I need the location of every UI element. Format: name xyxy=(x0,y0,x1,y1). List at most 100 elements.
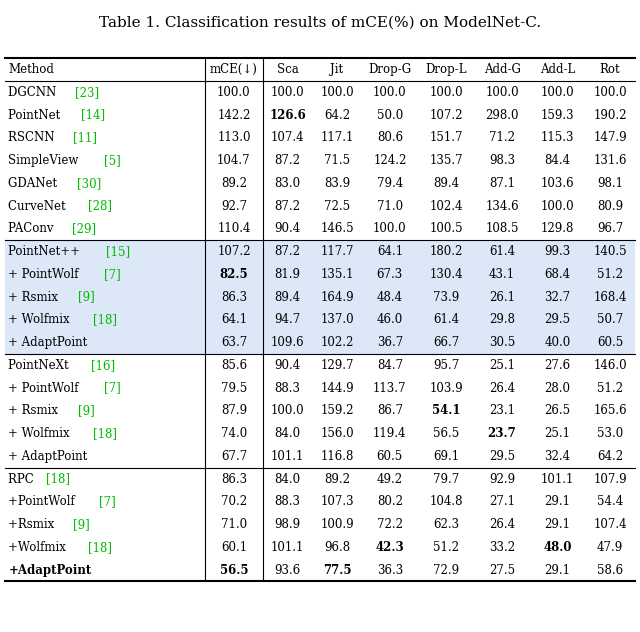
Text: 117.7: 117.7 xyxy=(320,245,354,258)
Text: + PointWolf: + PointWolf xyxy=(8,382,83,394)
Text: 61.4: 61.4 xyxy=(489,245,515,258)
Text: 84.4: 84.4 xyxy=(545,154,571,167)
Text: 29.8: 29.8 xyxy=(489,313,515,326)
Text: 80.6: 80.6 xyxy=(377,131,403,144)
Text: 32.4: 32.4 xyxy=(545,450,571,463)
Text: 102.2: 102.2 xyxy=(320,336,354,349)
Text: 72.5: 72.5 xyxy=(324,200,350,212)
Text: +Wolfmix: +Wolfmix xyxy=(8,541,70,554)
Text: DGCNN: DGCNN xyxy=(8,86,60,99)
Text: 28.0: 28.0 xyxy=(545,382,571,394)
Text: 107.2: 107.2 xyxy=(217,245,251,258)
Text: 72.2: 72.2 xyxy=(377,518,403,531)
Text: [16]: [16] xyxy=(92,359,115,372)
Text: +AdaptPoint: +AdaptPoint xyxy=(8,564,92,576)
Text: 109.6: 109.6 xyxy=(271,336,304,349)
Text: 80.9: 80.9 xyxy=(597,200,623,212)
Text: 92.7: 92.7 xyxy=(221,200,247,212)
Text: 42.3: 42.3 xyxy=(376,541,404,554)
Text: 90.4: 90.4 xyxy=(275,222,301,235)
Text: [15]: [15] xyxy=(106,245,130,258)
Text: 110.4: 110.4 xyxy=(217,222,251,235)
Text: Jit: Jit xyxy=(330,63,344,76)
Text: 93.6: 93.6 xyxy=(275,564,301,576)
Text: 100.0: 100.0 xyxy=(271,86,304,99)
Text: Sca: Sca xyxy=(276,63,298,76)
Text: 60.1: 60.1 xyxy=(221,541,247,554)
Text: 85.6: 85.6 xyxy=(221,359,247,372)
Text: 140.5: 140.5 xyxy=(593,245,627,258)
Text: 62.3: 62.3 xyxy=(433,518,459,531)
Text: 100.0: 100.0 xyxy=(320,86,354,99)
Text: 115.3: 115.3 xyxy=(541,131,574,144)
Text: PointNet: PointNet xyxy=(8,109,64,121)
Text: 94.7: 94.7 xyxy=(275,313,301,326)
Text: Add-G: Add-G xyxy=(484,63,520,76)
Bar xyxy=(5,308,635,331)
Text: 23.1: 23.1 xyxy=(489,404,515,417)
Text: 68.4: 68.4 xyxy=(545,268,571,281)
Text: 86.3: 86.3 xyxy=(221,473,247,485)
Text: 98.9: 98.9 xyxy=(275,518,301,531)
Text: 130.4: 130.4 xyxy=(429,268,463,281)
Text: 84.0: 84.0 xyxy=(275,473,301,485)
Text: 69.1: 69.1 xyxy=(433,450,459,463)
Text: [29]: [29] xyxy=(72,222,96,235)
Text: 26.4: 26.4 xyxy=(489,382,515,394)
Text: 84.0: 84.0 xyxy=(275,427,301,440)
Text: 63.7: 63.7 xyxy=(221,336,247,349)
Text: 88.3: 88.3 xyxy=(275,382,300,394)
Text: 137.0: 137.0 xyxy=(320,313,354,326)
Text: 86.7: 86.7 xyxy=(377,404,403,417)
Text: 64.1: 64.1 xyxy=(377,245,403,258)
Text: 135.7: 135.7 xyxy=(429,154,463,167)
Text: 64.2: 64.2 xyxy=(597,450,623,463)
Text: 54.4: 54.4 xyxy=(597,495,623,508)
Text: 151.7: 151.7 xyxy=(429,131,463,144)
Text: 100.0: 100.0 xyxy=(271,404,304,417)
Text: 50.0: 50.0 xyxy=(377,109,403,121)
Text: RSCNN: RSCNN xyxy=(8,131,59,144)
Text: 144.9: 144.9 xyxy=(320,382,354,394)
Text: 156.0: 156.0 xyxy=(320,427,354,440)
Text: 51.2: 51.2 xyxy=(597,382,623,394)
Text: 100.0: 100.0 xyxy=(373,86,406,99)
Text: 83.0: 83.0 xyxy=(275,177,301,190)
Text: 98.1: 98.1 xyxy=(597,177,623,190)
Text: [9]: [9] xyxy=(73,518,90,531)
Text: RPC: RPC xyxy=(8,473,38,485)
Text: 48.0: 48.0 xyxy=(543,541,572,554)
Text: + Wolfmix: + Wolfmix xyxy=(8,313,74,326)
Text: 131.6: 131.6 xyxy=(593,154,627,167)
Text: 29.1: 29.1 xyxy=(545,518,571,531)
Text: [7]: [7] xyxy=(99,495,116,508)
Text: 53.0: 53.0 xyxy=(597,427,623,440)
Text: 25.1: 25.1 xyxy=(545,427,571,440)
Text: Rot: Rot xyxy=(600,63,620,76)
Text: + Wolfmix: + Wolfmix xyxy=(8,427,74,440)
Text: 56.5: 56.5 xyxy=(433,427,460,440)
Text: + AdaptPoint: + AdaptPoint xyxy=(8,336,88,349)
Text: 135.1: 135.1 xyxy=(320,268,354,281)
Bar xyxy=(5,286,635,308)
Text: 84.7: 84.7 xyxy=(377,359,403,372)
Text: 79.7: 79.7 xyxy=(433,473,460,485)
Text: 142.2: 142.2 xyxy=(217,109,251,121)
Text: 103.6: 103.6 xyxy=(541,177,575,190)
Text: 107.2: 107.2 xyxy=(429,109,463,121)
Text: 72.9: 72.9 xyxy=(433,564,459,576)
Text: Add-L: Add-L xyxy=(540,63,575,76)
Text: 29.5: 29.5 xyxy=(489,450,515,463)
Text: PointNeXt: PointNeXt xyxy=(8,359,73,372)
Text: [7]: [7] xyxy=(104,382,121,394)
Text: 90.4: 90.4 xyxy=(275,359,301,372)
Text: Drop-L: Drop-L xyxy=(426,63,467,76)
Text: 26.4: 26.4 xyxy=(489,518,515,531)
Text: 70.2: 70.2 xyxy=(221,495,247,508)
Text: 87.9: 87.9 xyxy=(221,404,247,417)
Text: 60.5: 60.5 xyxy=(597,336,623,349)
Text: [18]: [18] xyxy=(93,313,116,326)
Text: 30.5: 30.5 xyxy=(489,336,515,349)
Text: 100.0: 100.0 xyxy=(217,86,251,99)
Text: 89.4: 89.4 xyxy=(433,177,459,190)
